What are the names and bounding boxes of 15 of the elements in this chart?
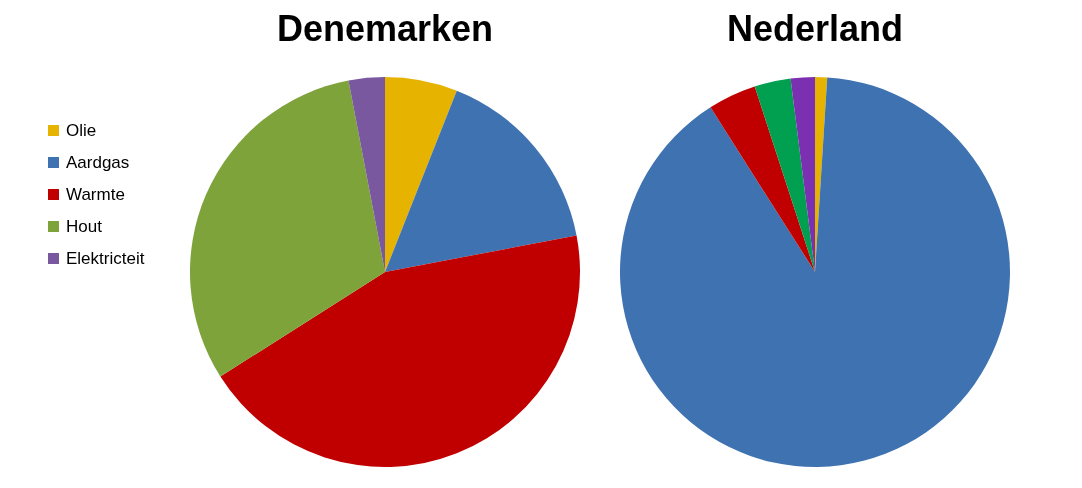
pie-slice	[385, 77, 457, 272]
pie-slice	[348, 77, 385, 272]
pie-slice	[710, 86, 815, 272]
pie-slice	[620, 77, 1010, 467]
pie-slice	[220, 235, 580, 467]
legend-label: Elektricteit	[66, 248, 145, 268]
chart-title: Nederland	[726, 8, 904, 49]
legend-label: Warmte	[66, 184, 125, 204]
pie-slice	[385, 90, 577, 272]
legend-label: Aardgas	[66, 152, 130, 172]
pie-slice	[190, 80, 385, 377]
chart-title: Denemarken	[276, 8, 494, 49]
legend-label: Olie	[66, 120, 97, 140]
pie-slice	[754, 78, 815, 272]
legend-label: Hout	[66, 216, 103, 236]
